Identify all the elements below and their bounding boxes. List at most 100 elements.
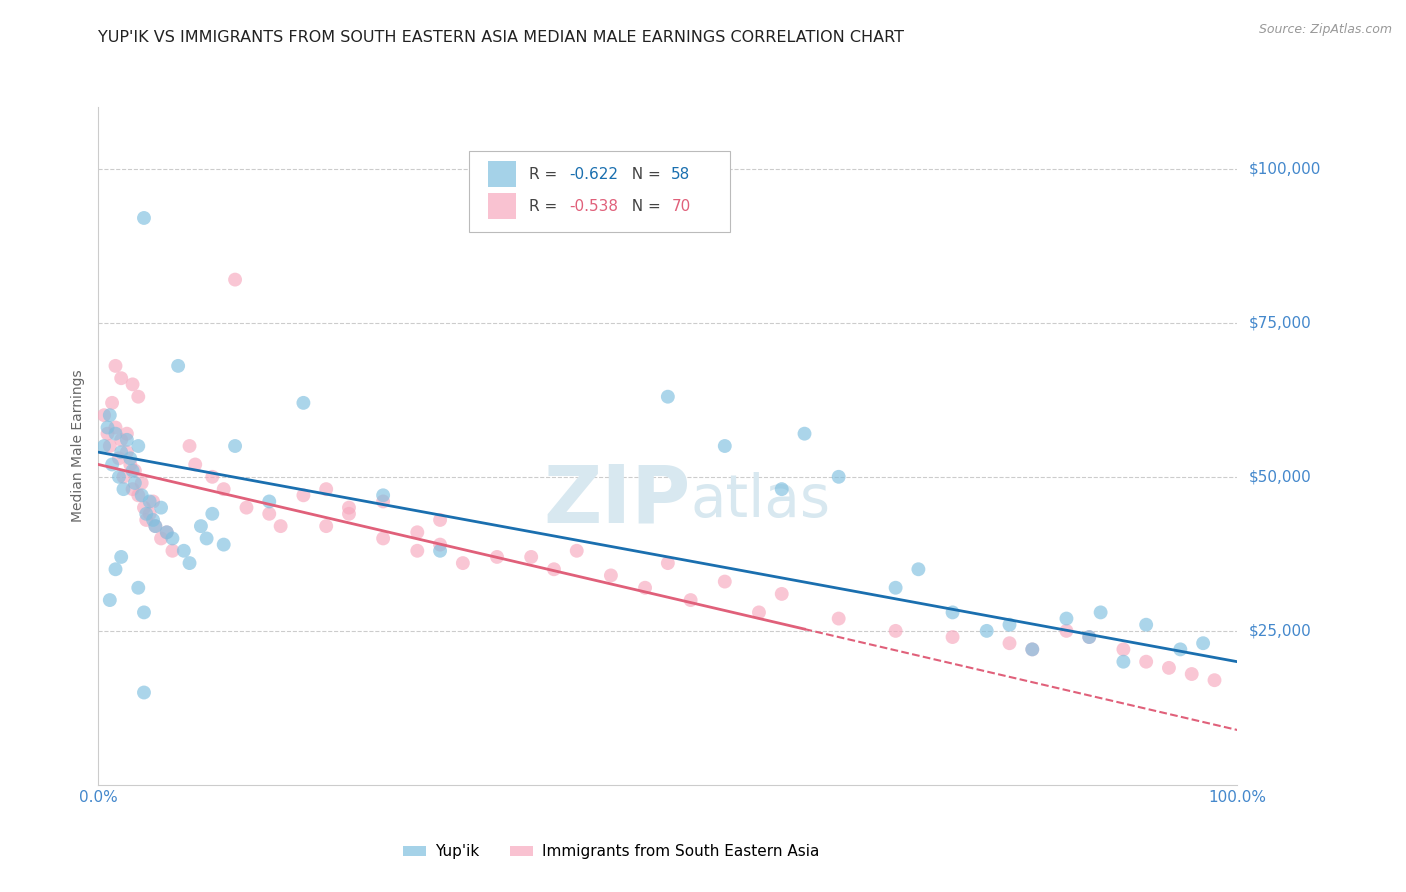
Legend: Yup'ik, Immigrants from South Eastern Asia: Yup'ik, Immigrants from South Eastern As… — [396, 838, 825, 865]
Point — [104, 420, 127, 434]
Point — [224, 272, 246, 286]
Point — [110, 433, 132, 447]
Point — [131, 488, 153, 502]
Point — [976, 624, 998, 638]
Point — [429, 538, 451, 552]
Point — [124, 475, 146, 490]
Text: $75,000: $75,000 — [1249, 315, 1312, 330]
Point — [127, 390, 149, 404]
Text: ZIP: ZIP — [543, 461, 690, 540]
Point — [104, 426, 127, 441]
Point — [162, 543, 184, 558]
Text: R =: R = — [529, 199, 562, 213]
Point — [104, 562, 127, 576]
Point — [179, 556, 201, 570]
Point — [371, 494, 394, 508]
Point — [634, 581, 657, 595]
Text: YUP'IK VS IMMIGRANTS FROM SOUTH EASTERN ASIA MEDIAN MALE EARNINGS CORRELATION CH: YUP'IK VS IMMIGRANTS FROM SOUTH EASTERN … — [98, 29, 904, 45]
Point — [406, 543, 429, 558]
Point — [115, 445, 138, 459]
Point — [942, 630, 965, 644]
Text: R =: R = — [529, 167, 562, 182]
Point — [406, 525, 429, 540]
Text: -0.622: -0.622 — [569, 167, 617, 182]
Point — [179, 439, 201, 453]
Point — [486, 549, 509, 564]
Text: N =: N = — [623, 199, 666, 213]
Point — [132, 606, 155, 620]
Point — [101, 458, 124, 472]
FancyBboxPatch shape — [488, 161, 516, 187]
Point — [543, 562, 565, 576]
Point — [565, 543, 588, 558]
Point — [520, 549, 543, 564]
Point — [98, 593, 121, 607]
Point — [337, 507, 360, 521]
Point — [101, 396, 124, 410]
Point — [451, 556, 474, 570]
Point — [828, 611, 851, 625]
Point — [884, 581, 907, 595]
Text: N =: N = — [623, 167, 666, 182]
Point — [138, 507, 160, 521]
Point — [93, 408, 115, 422]
Point — [942, 606, 965, 620]
Point — [292, 488, 315, 502]
Point — [429, 513, 451, 527]
Point — [1054, 624, 1078, 638]
Point — [121, 377, 143, 392]
Point — [173, 543, 195, 558]
Point — [315, 519, 337, 533]
Point — [770, 482, 793, 496]
Point — [429, 543, 451, 558]
Point — [167, 359, 190, 373]
Point — [120, 451, 142, 466]
Point — [142, 494, 165, 508]
Point — [1112, 655, 1135, 669]
Point — [224, 439, 246, 453]
Text: $100,000: $100,000 — [1249, 161, 1320, 176]
Point — [162, 532, 184, 546]
Point — [259, 507, 281, 521]
Point — [657, 390, 679, 404]
Point — [132, 211, 155, 225]
Point — [142, 513, 165, 527]
Point — [679, 593, 702, 607]
Point — [110, 549, 132, 564]
Point — [110, 445, 132, 459]
Point — [1170, 642, 1192, 657]
Text: Source: ZipAtlas.com: Source: ZipAtlas.com — [1258, 22, 1392, 36]
Point — [748, 606, 770, 620]
Point — [315, 482, 337, 496]
Point — [1054, 611, 1078, 625]
Point — [112, 470, 135, 484]
Point — [150, 532, 173, 546]
Point — [115, 433, 138, 447]
FancyBboxPatch shape — [488, 194, 516, 219]
Point — [201, 470, 224, 484]
Point — [1135, 655, 1157, 669]
Point — [1157, 661, 1180, 675]
Text: 58: 58 — [671, 167, 690, 182]
Text: atlas: atlas — [690, 472, 831, 529]
Point — [212, 482, 235, 496]
Point — [96, 426, 118, 441]
Point — [907, 562, 929, 576]
Point — [371, 532, 394, 546]
Point — [884, 624, 907, 638]
Point — [145, 519, 167, 533]
Point — [1135, 617, 1157, 632]
Text: -0.538: -0.538 — [569, 199, 617, 213]
Point — [828, 470, 851, 484]
Point — [998, 636, 1021, 650]
Point — [657, 556, 679, 570]
Point — [131, 475, 153, 490]
Point — [770, 587, 793, 601]
Point — [235, 500, 257, 515]
Point — [1204, 673, 1226, 688]
Point — [371, 488, 394, 502]
Point — [201, 507, 224, 521]
Point — [1192, 636, 1215, 650]
Point — [156, 525, 179, 540]
Point — [190, 519, 212, 533]
